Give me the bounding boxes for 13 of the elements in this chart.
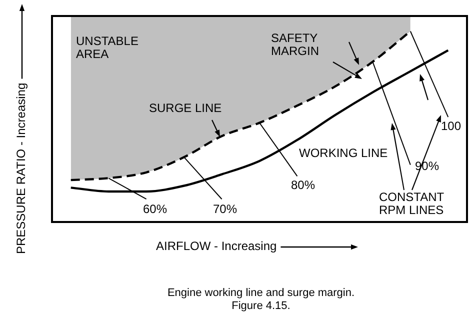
series-label: WORKING LINE [298,146,389,160]
series-label: 100 [440,119,462,133]
text: Engine working line and surge margin. [166,287,356,300]
annotation: UNSTABLE AREA [75,34,140,61]
annotation: SAFETY MARGIN [270,31,320,58]
x-axis-title: AIRFLOW - Increasing [155,239,278,253]
caption: Figure 4.15. [230,300,292,313]
series-label: 60% [142,202,168,216]
series-label: SURGE LINE [148,101,223,115]
y-axis-title: PRESSURE RATIO - Increasing [14,82,28,255]
series-label: 80% [290,178,316,192]
series-label: 70% [212,202,238,216]
annotation: CONSTANT RPM LINES [378,190,445,217]
